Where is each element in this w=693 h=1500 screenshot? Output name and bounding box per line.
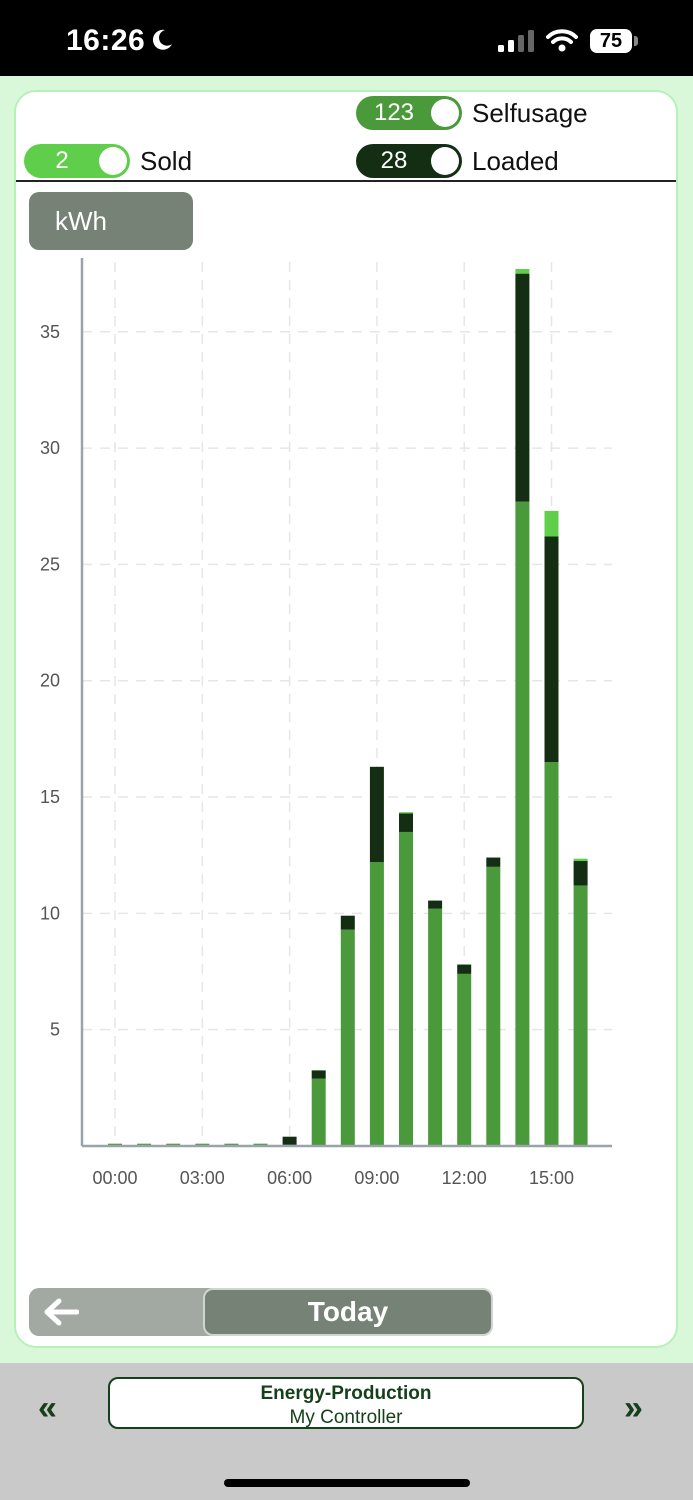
y-tick-label: 10 bbox=[40, 903, 60, 923]
chevron-double-right-icon[interactable]: » bbox=[624, 1389, 643, 1427]
legend-sold: 2 Sold bbox=[24, 144, 192, 178]
status-bar: 16:26 75 bbox=[0, 0, 693, 76]
bar-loaded bbox=[486, 857, 501, 867]
legend-loaded: 28 Loaded bbox=[356, 144, 559, 178]
bar-loaded bbox=[515, 273, 530, 502]
loaded-label: Loaded bbox=[472, 145, 559, 176]
chart-bars bbox=[108, 268, 588, 1146]
bar-selfusage bbox=[399, 831, 413, 1146]
sold-value: 2 bbox=[55, 147, 69, 174]
bar-selfusage bbox=[311, 1078, 326, 1146]
x-tick-label: 06:00 bbox=[267, 1168, 312, 1188]
today-button[interactable]: Today bbox=[203, 1288, 493, 1336]
toggle-knob bbox=[431, 99, 459, 127]
home-indicator bbox=[224, 1479, 470, 1487]
toggle-knob bbox=[431, 147, 459, 175]
bar-selfusage bbox=[457, 973, 472, 1146]
view-title: Energy-Production bbox=[260, 1383, 432, 1404]
previous-day-button[interactable] bbox=[29, 1288, 229, 1336]
y-tick-label: 15 bbox=[40, 787, 60, 807]
view-selector[interactable]: Energy-Production My Controller bbox=[108, 1377, 584, 1429]
chevron-double-left-icon[interactable]: « bbox=[38, 1389, 57, 1427]
battery-indicator: 75 bbox=[590, 29, 632, 53]
sold-toggle[interactable]: 2 bbox=[24, 144, 130, 178]
bar-selfusage bbox=[573, 885, 588, 1146]
bar-selfusage bbox=[369, 862, 384, 1146]
bar-selfusage bbox=[486, 866, 501, 1146]
selfusage-label: Selfusage bbox=[472, 97, 588, 128]
bar-loaded bbox=[369, 766, 384, 863]
bar-sold bbox=[399, 812, 413, 814]
bar-sold bbox=[515, 268, 530, 274]
selfusage-value: 123 bbox=[373, 99, 415, 126]
chart-tick-labels: 5 10 15 20 25 30 35 00:00 03:00 06:00 09:00 12:00 15… bbox=[40, 322, 574, 1188]
x-tick-label: 00:00 bbox=[92, 1168, 137, 1188]
bar-selfusage bbox=[428, 908, 443, 1146]
x-tick-label: 03:00 bbox=[180, 1168, 225, 1188]
view-subtitle: My Controller bbox=[289, 1407, 403, 1428]
battery-tip bbox=[634, 36, 638, 46]
bar-loaded bbox=[544, 536, 559, 763]
y-tick-label: 5 bbox=[50, 1020, 60, 1040]
bar-loaded bbox=[457, 964, 472, 974]
loaded-toggle[interactable]: 28 bbox=[356, 144, 462, 178]
arrow-left-icon bbox=[43, 1298, 80, 1331]
y-tick-label: 20 bbox=[40, 671, 60, 691]
bar-loaded bbox=[340, 915, 355, 930]
toggle-knob bbox=[99, 147, 127, 175]
date-navigation: Today bbox=[29, 1288, 493, 1336]
header-divider bbox=[16, 180, 676, 182]
cellular-signal-icon bbox=[498, 30, 536, 57]
chart-card: 123 Selfusage 2 Sold 28 Loaded kWh 5 10 15… bbox=[14, 90, 678, 1348]
y-tick-label: 25 bbox=[40, 554, 60, 574]
loaded-value: 28 bbox=[380, 147, 408, 174]
bar-selfusage bbox=[515, 501, 530, 1146]
bar-loaded bbox=[311, 1070, 326, 1079]
x-tick-label: 15:00 bbox=[529, 1168, 574, 1188]
chart-axes bbox=[80, 258, 612, 1148]
energy-bar-chart: 5 10 15 20 25 30 35 00:00 03:00 06:00 09:00 12:00 15… bbox=[40, 258, 612, 1188]
bar-loaded bbox=[282, 1136, 297, 1145]
selfusage-toggle[interactable]: 123 bbox=[356, 96, 462, 130]
moon-icon bbox=[150, 28, 174, 57]
bar-loaded bbox=[428, 900, 443, 909]
bar-sold bbox=[573, 858, 588, 862]
sold-label: Sold bbox=[140, 145, 193, 176]
footer-bar: « Energy-Production My Controller » bbox=[0, 1363, 693, 1500]
wifi-icon bbox=[546, 28, 578, 57]
bar-loaded bbox=[399, 813, 413, 832]
bar-selfusage bbox=[340, 929, 355, 1146]
x-tick-label: 09:00 bbox=[354, 1168, 399, 1188]
status-time: 16:26 bbox=[66, 24, 146, 57]
legend-selfusage: 123 Selfusage bbox=[356, 96, 588, 130]
bar-selfusage bbox=[544, 762, 559, 1146]
bar-loaded bbox=[573, 861, 588, 886]
y-tick-label: 35 bbox=[40, 322, 60, 342]
unit-selector-button[interactable]: kWh bbox=[29, 192, 193, 250]
x-tick-label: 12:00 bbox=[442, 1168, 487, 1188]
y-tick-label: 30 bbox=[40, 438, 60, 458]
bar-sold bbox=[544, 510, 559, 537]
